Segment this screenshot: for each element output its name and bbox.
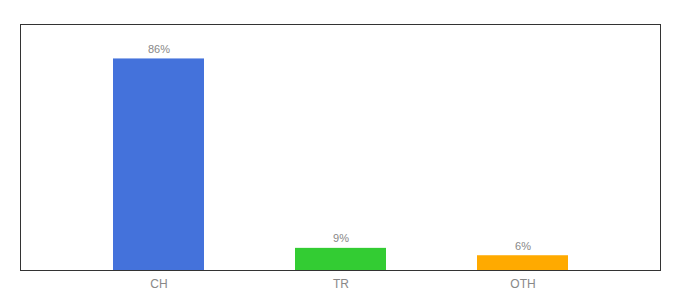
svg-text:86%: 86% — [148, 43, 170, 55]
svg-text:9%: 9% — [333, 232, 349, 244]
svg-text:6%: 6% — [515, 240, 531, 252]
svg-text:OTH: OTH — [510, 277, 535, 291]
svg-text:CH: CH — [150, 277, 167, 291]
svg-text:TR: TR — [333, 277, 349, 291]
